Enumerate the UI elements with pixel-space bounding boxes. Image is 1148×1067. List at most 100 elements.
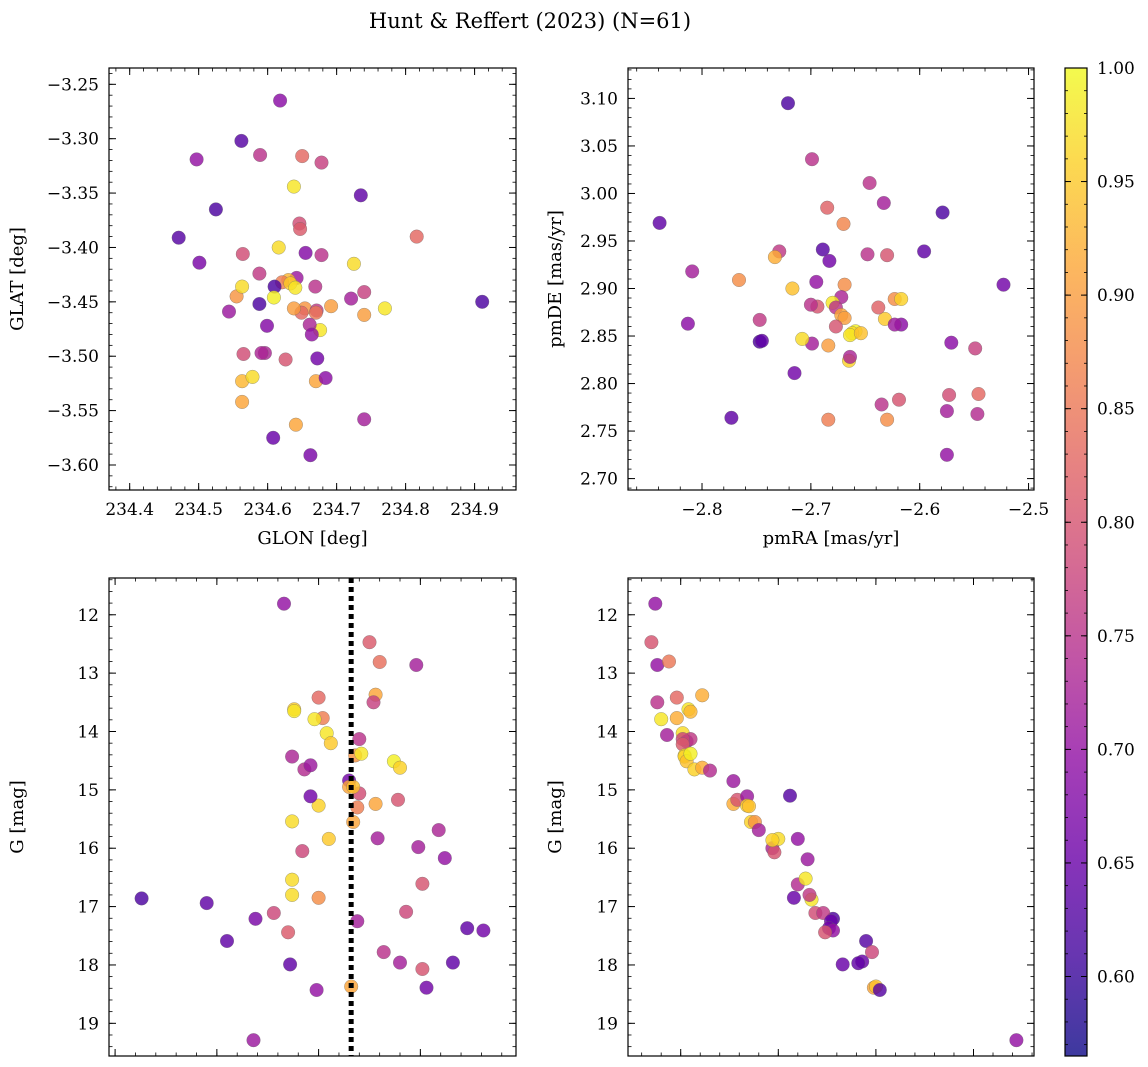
scatter-point: [415, 876, 430, 891]
scatter-point: [702, 763, 718, 778]
scatter-point: [876, 195, 891, 211]
scatter-point: [311, 690, 326, 705]
scatter-point: [818, 925, 833, 940]
scatter-point: [837, 310, 852, 326]
scatter-point: [790, 831, 805, 846]
y-axis-label: pmDE [mas/yr]: [545, 210, 566, 348]
colorbar-tick-label: 0.70: [1097, 740, 1135, 760]
y-tick-label: 18: [596, 956, 618, 976]
scatter-point: [295, 149, 310, 164]
y-tick-label: −3.50: [47, 347, 99, 367]
scatter-point: [652, 215, 667, 230]
colorbar-gradient: [1065, 68, 1087, 1056]
y-tick-label: 16: [596, 839, 618, 859]
panel-2: −2.8 −2.7 −2.6 −2.5 3.10 3.05 3.00 2.95 2.90 2.85…: [545, 67, 1049, 549]
scatter-point: [357, 307, 372, 322]
scatter-point: [324, 299, 339, 314]
scatter-point: [376, 945, 391, 960]
scatter-point: [278, 352, 293, 367]
scatter-point: [648, 596, 663, 611]
scatter-point: [221, 304, 237, 319]
x-axis-label: GLON [deg]: [257, 528, 367, 549]
scatter-point: [891, 392, 907, 407]
y-tick-label: 12: [596, 606, 618, 626]
y-tick-label: 13: [596, 664, 618, 684]
scatter-point: [307, 712, 322, 727]
scatter-point: [409, 229, 424, 244]
scatter-points: [171, 93, 490, 463]
scatter-point: [887, 317, 902, 332]
scatter-points: [644, 596, 1024, 1048]
scatter-point: [310, 351, 325, 366]
ticks: 0.350.400.450.501213141516171819: [77, 578, 516, 1067]
scatter-point: [323, 736, 338, 751]
y-tick-label: 13: [77, 664, 99, 684]
scatter-point: [685, 264, 700, 279]
scatter-point: [287, 704, 302, 719]
scatter-point: [352, 732, 367, 747]
scatter-point: [860, 247, 875, 262]
scatter-point: [368, 796, 383, 811]
x-tick-label: −2.6: [899, 500, 940, 520]
scatter-point: [281, 925, 296, 940]
scatter-point: [285, 814, 300, 829]
y-tick-label: 17: [596, 898, 618, 918]
scatter-point: [409, 657, 424, 673]
scatter-point: [248, 911, 263, 926]
scatter-point: [661, 654, 677, 669]
scatter-point: [654, 712, 669, 727]
y-tick-label: 18: [77, 956, 99, 976]
scatter-point: [780, 96, 796, 111]
scatter-point: [285, 872, 300, 887]
scatter-point: [731, 272, 747, 288]
scatter-point: [996, 277, 1011, 292]
scatter-point: [935, 205, 950, 220]
scatter-point: [460, 921, 475, 936]
scatter-point: [192, 255, 207, 270]
x-tick-label: 234.6: [243, 500, 292, 520]
scatter-point: [286, 179, 301, 194]
figure-title: Hunt & Reffert (2023) (N=61): [369, 9, 691, 33]
colorbar-tick-label: 0.60: [1097, 968, 1135, 988]
scatter-point: [822, 253, 837, 268]
scatter-point: [171, 230, 186, 245]
scatter-point: [286, 301, 301, 316]
y-tick-label: 15: [77, 781, 99, 801]
scatter-point: [836, 216, 851, 231]
ticks: 0.51.01.52.01213141516171819: [596, 578, 1034, 1067]
scatter-point: [208, 202, 223, 217]
scatter-point: [285, 887, 300, 902]
x-tick-label: 234.9: [450, 500, 499, 520]
colorbar-tick-label: 0.65: [1097, 854, 1135, 874]
scatter-point: [880, 412, 895, 427]
scatter-point: [815, 242, 830, 257]
scatter-point: [344, 291, 359, 306]
y-tick-label: 2.80: [580, 375, 618, 395]
scatter-point: [971, 386, 986, 402]
scatter-point: [235, 246, 250, 262]
axes-frame: [627, 577, 1035, 1057]
scatter-point: [650, 695, 665, 710]
scatter-point: [273, 93, 288, 108]
scatter-point: [741, 799, 757, 814]
colorbar-tick-label: 0.95: [1097, 173, 1135, 193]
scatter-point: [399, 904, 414, 919]
scatter-point: [476, 923, 491, 938]
scatter-point: [785, 281, 800, 296]
scatter-point: [235, 394, 250, 409]
scatter-point: [308, 279, 323, 294]
scatter-point: [390, 792, 406, 807]
axes-frame: [108, 577, 517, 1057]
scatter-point: [271, 240, 286, 255]
colorbar-tick-label: 1.00: [1097, 59, 1135, 79]
scatter-point: [366, 695, 381, 710]
y-axis-label: GLAT [deg]: [7, 227, 28, 331]
scatter-point: [285, 749, 300, 764]
scatter-point: [392, 955, 408, 970]
scatter-point: [754, 333, 769, 348]
scatter-point: [372, 654, 387, 670]
scatter-point: [828, 319, 843, 334]
y-tick-label: 3.10: [580, 89, 618, 109]
scatter-point: [303, 448, 318, 463]
scatter-point: [809, 274, 824, 289]
